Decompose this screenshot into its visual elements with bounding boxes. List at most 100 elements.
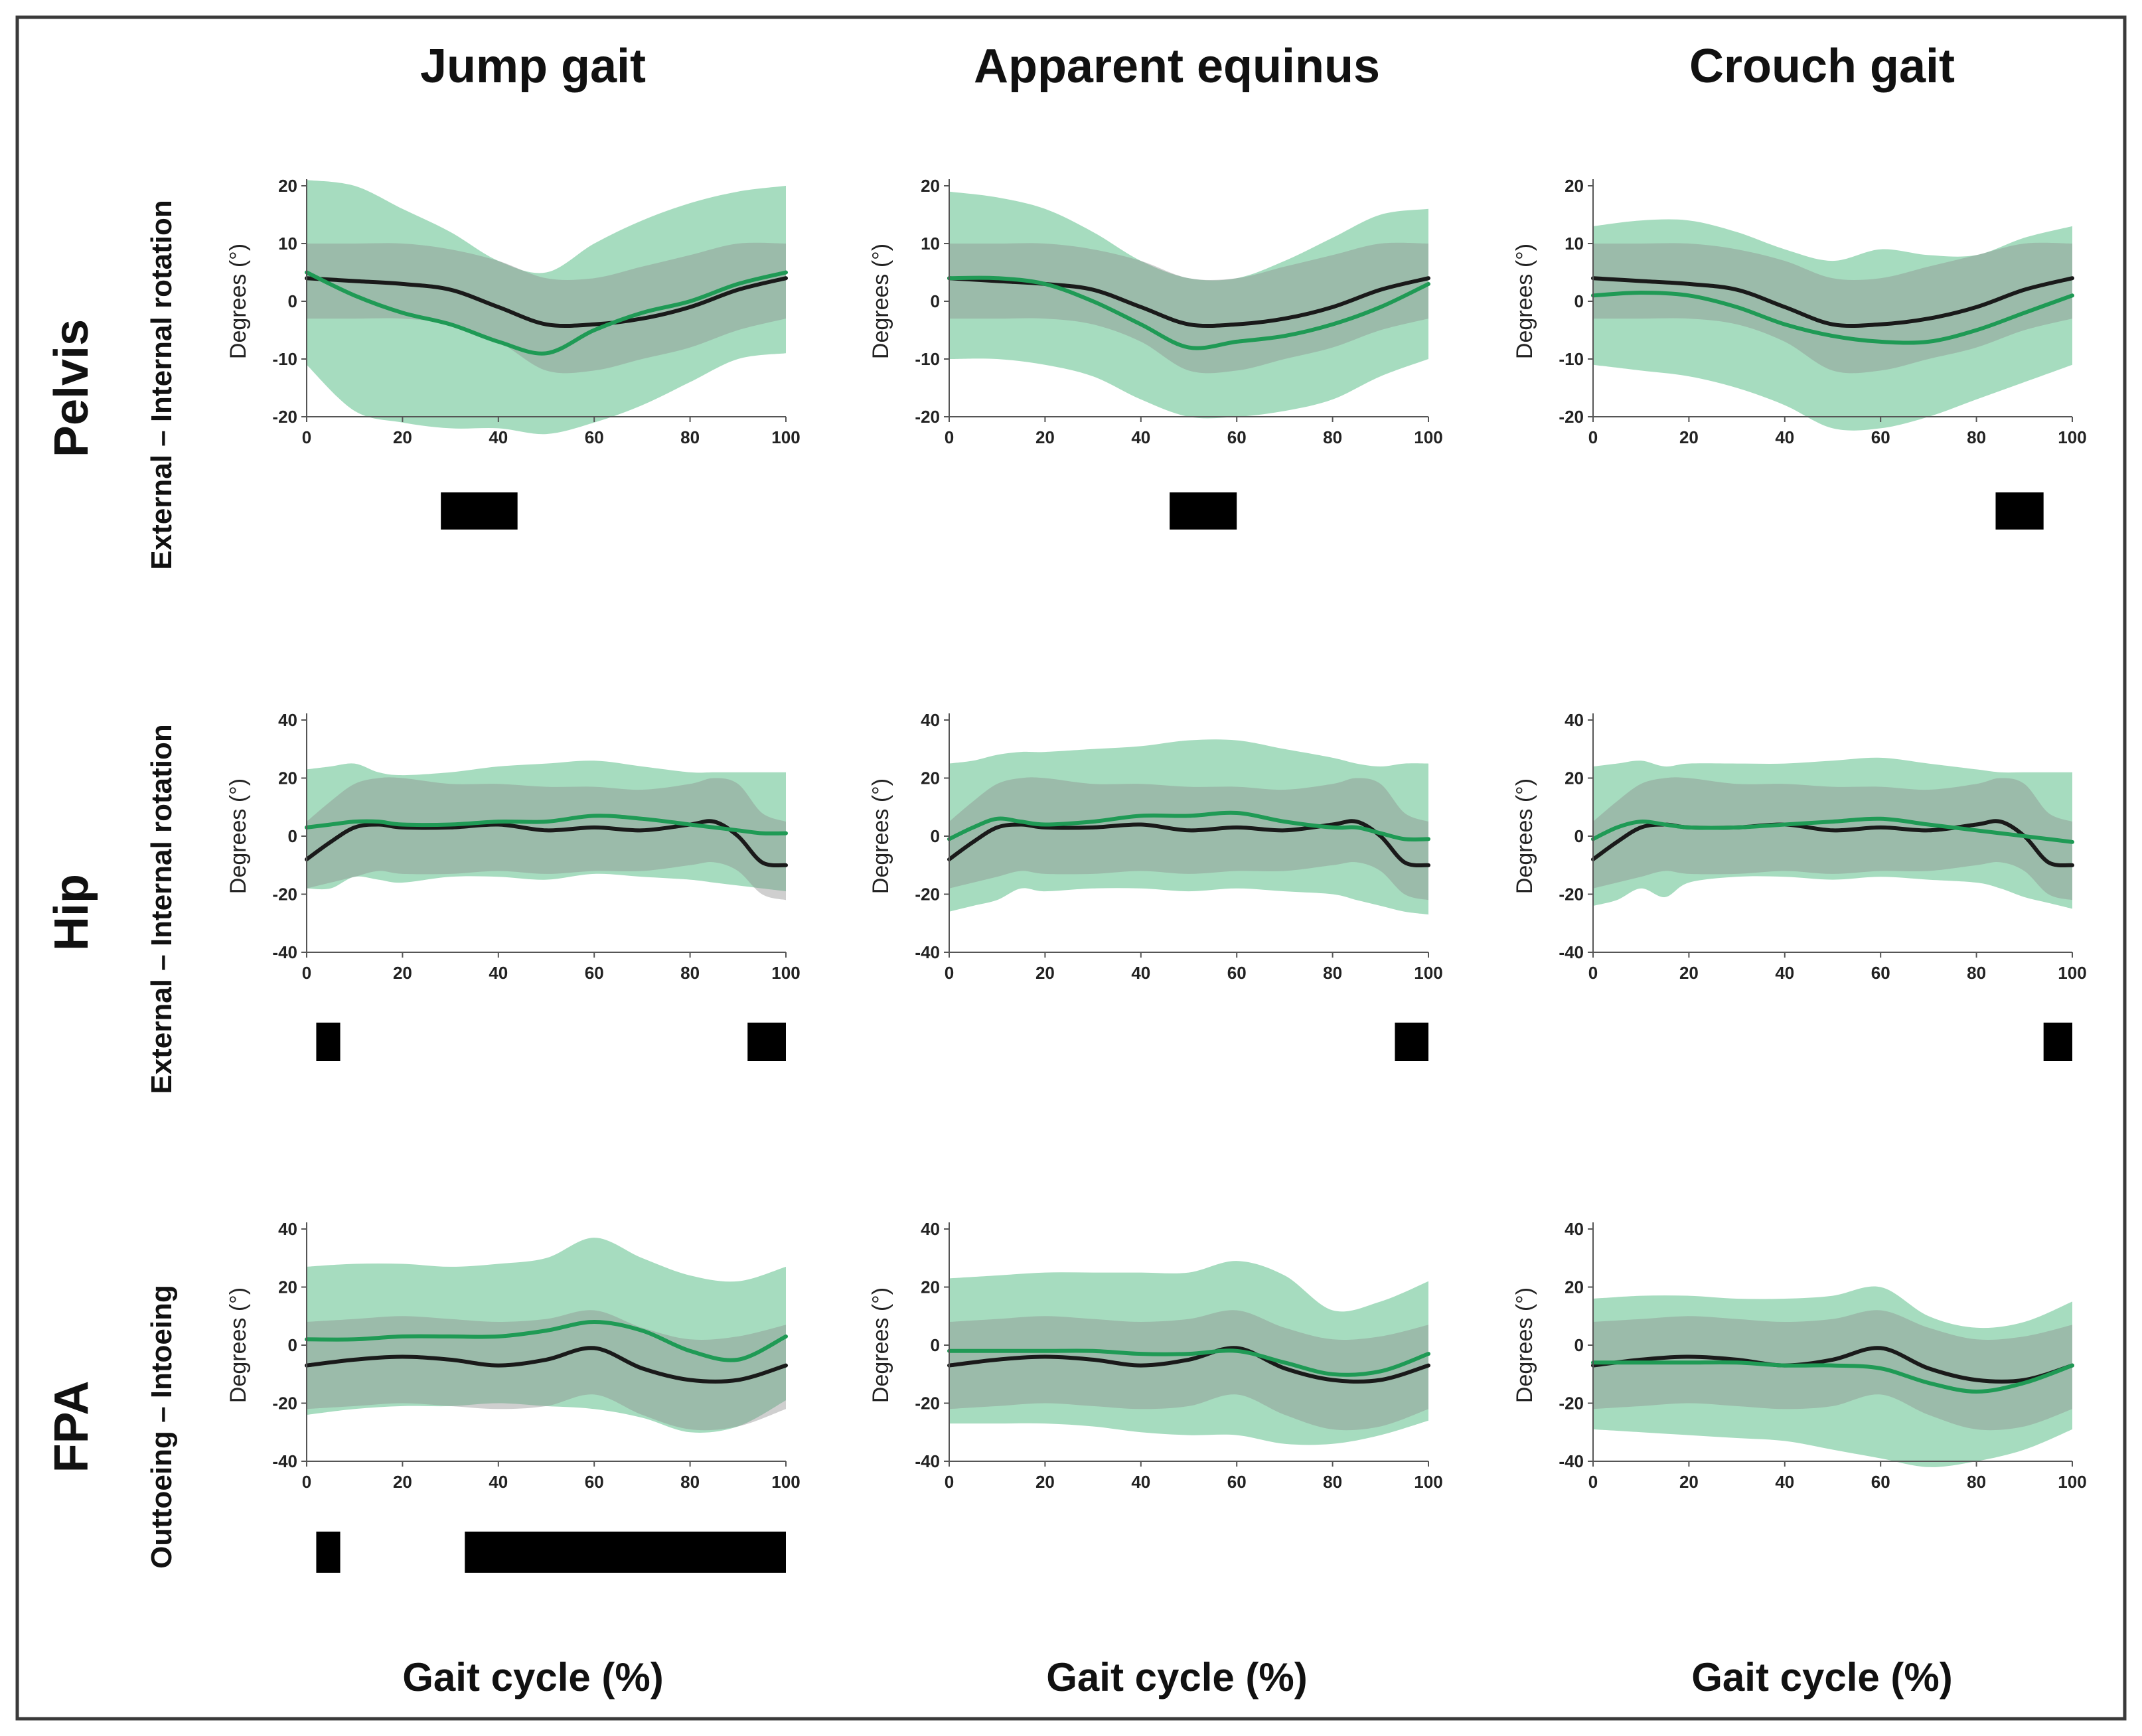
x-tick-label: 0 [1588,963,1598,983]
y-tick-label: -20 [915,885,940,904]
x-tick-label: 0 [945,427,954,447]
reference-mean-line [1591,276,2074,328]
significance-bar [1395,1023,1428,1061]
y-tick-label: -40 [272,942,297,962]
y-tick-label: 20 [921,768,940,788]
significance-bar [316,1023,341,1061]
significance-bar [316,1532,341,1573]
y-tick-label: 40 [921,710,940,730]
y-tick-label: 0 [1574,826,1584,846]
row-subtitle-fpa: Outtoeing – Intoeing [145,1285,178,1569]
x-tick-label: 60 [585,427,604,447]
y-axis-label: Degrees (°) [226,244,251,359]
x-tick-label: 100 [771,427,800,447]
patient-mean-line [947,1348,1430,1377]
reference-sd-band [1593,1310,2072,1431]
patient-mean-line [305,814,788,835]
patient-sd-band [1593,757,2072,909]
y-tick-label: 20 [921,1277,940,1297]
y-tick-label: -10 [915,349,940,369]
y-tick-label: 0 [288,826,297,846]
y-tick-label: 10 [921,234,940,253]
x-tick-label: 0 [1588,427,1598,447]
patient-sd-band [1593,1286,2072,1467]
x-tick-label: 0 [1588,1472,1598,1492]
y-tick-label: -40 [272,1451,297,1471]
y-tick-label: 20 [278,768,297,788]
reference-sd-band [949,242,1428,374]
x-tick-label: 60 [585,963,604,983]
y-tick-label: -20 [272,885,297,904]
y-tick-label: 10 [1565,234,1584,253]
significance-bar [465,1532,786,1573]
y-tick-label: 0 [1574,1335,1584,1355]
patient-mean-line [1591,290,2074,345]
y-tick-label: 40 [1565,710,1584,730]
reference-sd-band [949,777,1428,901]
x-tick-label: 100 [2058,1472,2086,1492]
x-tick-label: 0 [945,963,954,983]
y-tick-label: 20 [278,1277,297,1297]
x-tick-label: 80 [1967,427,1986,447]
patient-sd-band [307,180,786,435]
y-axis-label: Degrees (°) [868,1287,893,1403]
x-tick-label: 40 [1131,1472,1150,1492]
y-tick-label: 20 [1565,1277,1584,1297]
x-tick-label: 20 [1679,1472,1699,1492]
reference-mean-line [947,819,1430,868]
column-title-crouch-gait: Crouch gait [1689,40,1955,93]
x-tick-label: 80 [1323,963,1342,983]
x-tick-label: 80 [1967,963,1986,983]
x-tick-label: 40 [489,963,508,983]
patient-mean-line [305,270,788,356]
x-tick-label: 40 [489,427,508,447]
patient-mean-line [1591,816,2074,844]
x-tick-label: 40 [1775,963,1794,983]
y-tick-label: 20 [278,176,297,196]
x-tick-label: 80 [1323,1472,1342,1492]
x-tick-label: 40 [1131,427,1150,447]
x-axis-label-apparent-equinus: Gait cycle (%) [1046,1655,1308,1700]
significance-bar [2043,1023,2072,1061]
x-tick-label: 80 [680,1472,700,1492]
row-subtitle-pelvis: External – Internal rotation [145,200,178,569]
x-tick-label: 20 [1679,963,1699,983]
row-title-pelvis: Pelvis [45,319,98,457]
patient-sd-band [949,739,1428,915]
x-tick-label: 80 [1967,1472,1986,1492]
x-tick-label: 40 [1775,427,1794,447]
x-tick-label: 60 [1871,427,1890,447]
y-tick-label: -20 [915,407,940,427]
x-tick-label: 60 [585,1472,604,1492]
patient-mean-line [947,275,1430,350]
y-tick-label: -40 [915,942,940,962]
y-tick-label: 40 [278,710,297,730]
x-tick-label: 0 [945,1472,954,1492]
y-tick-label: 40 [1565,1219,1584,1239]
y-tick-label: 0 [1574,291,1584,311]
significance-bar [441,492,518,530]
x-tick-label: 20 [393,427,412,447]
y-tick-label: 0 [931,291,940,311]
y-tick-label: 20 [921,176,940,196]
y-tick-label: 0 [931,826,940,846]
y-tick-label: -20 [272,1394,297,1413]
y-tick-label: 40 [921,1219,940,1239]
y-tick-label: -20 [915,1394,940,1413]
reference-sd-band [1593,777,2072,901]
y-tick-label: -40 [915,1451,940,1471]
x-tick-label: 100 [1414,1472,1442,1492]
patient-mean-line [305,1319,788,1362]
y-tick-label: 0 [931,1335,940,1355]
reference-mean-line [947,1346,1430,1384]
y-axis-label: Degrees (°) [226,1287,251,1403]
x-tick-label: 60 [1227,1472,1247,1492]
y-tick-label: 40 [278,1219,297,1239]
x-tick-label: 100 [771,963,800,983]
x-axis-label-jump-gait: Gait cycle (%) [402,1655,664,1700]
